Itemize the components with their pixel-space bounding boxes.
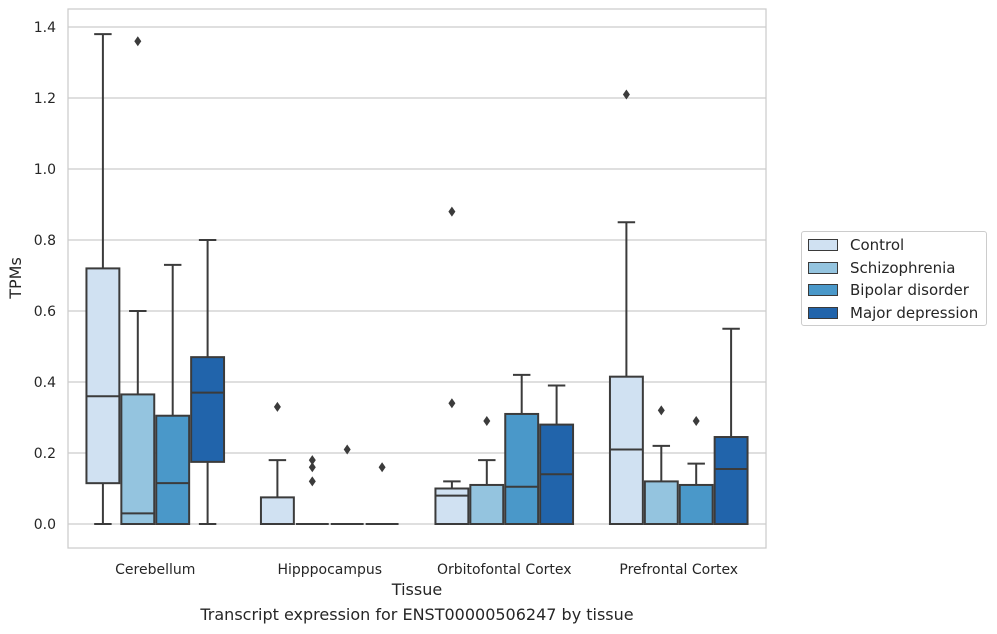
outlier-point xyxy=(134,36,142,47)
y-tick-label: 1.0 xyxy=(34,162,56,178)
boxes xyxy=(85,33,749,526)
box-iqr xyxy=(190,356,226,463)
box-iqr xyxy=(504,412,540,526)
x-axis-label: Tissue xyxy=(391,580,442,599)
x-tick-label: Cerebellum xyxy=(115,562,195,578)
y-tick-label: 0.6 xyxy=(34,304,56,320)
outlier-point xyxy=(308,476,316,487)
outlier-point xyxy=(448,398,456,409)
box-bipolar-disorder-cerebellum xyxy=(155,263,191,526)
outlier-point xyxy=(622,89,630,100)
legend: Control Schizophrenia Bipolar disorder M… xyxy=(801,231,987,326)
box-iqr xyxy=(259,496,295,525)
x-axis-ticks: Cerebellum Hipppocampus Orbitofontal Corte… xyxy=(115,562,738,578)
legend-item-control: Control xyxy=(808,235,904,255)
legend-label-schizophrenia: Schizophrenia xyxy=(850,259,956,277)
box-iqr xyxy=(155,414,191,526)
box-iqr xyxy=(469,483,505,526)
y-axis-ticks: 0.0 0.2 0.4 0.6 0.8 1.0 1.2 1.4 xyxy=(34,20,56,533)
box-schizophrenia-orbitofontal-cortex xyxy=(469,416,505,526)
outlier-point xyxy=(483,416,491,427)
legend-swatch-major-depression xyxy=(808,307,838,319)
plot-frame xyxy=(67,8,767,549)
y-tick-label: 0.2 xyxy=(34,446,56,462)
outlier-point xyxy=(343,444,351,455)
y-tick-label: 0.0 xyxy=(34,517,56,533)
box-control-hipppocampus xyxy=(259,401,295,525)
y-tick-label: 0.4 xyxy=(34,375,56,391)
box-iqr xyxy=(713,436,749,525)
legend-swatch-schizophrenia xyxy=(808,262,838,274)
box-schizophrenia-cerebellum xyxy=(120,36,156,525)
box-major-depression-hipppocampus xyxy=(365,462,399,525)
box-control-prefrontal-cortex xyxy=(608,89,644,525)
x-tick-label: Hipppocampus xyxy=(277,562,382,578)
box-iqr xyxy=(85,267,121,485)
box-bipolar-disorder-orbitofontal-cortex xyxy=(504,373,540,526)
box-iqr xyxy=(434,487,470,525)
y-tick-label: 1.4 xyxy=(34,20,56,36)
outlier-point xyxy=(448,206,456,217)
y-tick-label: 1.2 xyxy=(34,91,56,107)
legend-label-major-depression: Major depression xyxy=(850,304,979,322)
chart-caption: Transcript expression for ENST0000050624… xyxy=(200,605,634,624)
box-major-depression-orbitofontal-cortex xyxy=(539,384,575,526)
box-iqr xyxy=(120,393,156,525)
y-axis-label: TPMs xyxy=(6,257,25,300)
outlier-point xyxy=(657,405,665,416)
box-major-depression-prefrontal-cortex xyxy=(713,327,749,525)
box-schizophrenia-prefrontal-cortex xyxy=(643,405,679,525)
legend-item-major-depression: Major depression xyxy=(808,303,978,323)
legend-item-bipolar-disorder: Bipolar disorder xyxy=(808,280,969,300)
box-schizophrenia-hipppocampus xyxy=(295,455,329,525)
x-tick-label: Prefrontal Cortex xyxy=(619,562,738,578)
outlier-point xyxy=(692,416,700,427)
legend-swatch-control xyxy=(808,239,838,251)
legend-label-control: Control xyxy=(850,236,905,254)
legend-label-bipolar-disorder: Bipolar disorder xyxy=(850,281,969,299)
box-control-cerebellum xyxy=(85,33,121,525)
x-tick-label: Orbitofontal Cortex xyxy=(437,562,572,578)
y-tick-label: 0.8 xyxy=(34,233,56,249)
box-bipolar-disorder-prefrontal-cortex xyxy=(678,416,714,526)
box-iqr xyxy=(678,483,714,526)
box-control-orbitofontal-cortex xyxy=(434,206,470,525)
box-major-depression-cerebellum xyxy=(190,239,226,525)
box-bipolar-disorder-hipppocampus xyxy=(330,444,364,525)
legend-item-schizophrenia: Schizophrenia xyxy=(808,258,955,278)
outlier-point xyxy=(308,455,316,466)
outlier-point xyxy=(273,401,281,412)
box-iqr xyxy=(643,480,679,525)
outlier-point xyxy=(378,462,386,473)
outlier-point xyxy=(308,462,316,473)
legend-swatch-bipolar-disorder xyxy=(808,284,838,296)
